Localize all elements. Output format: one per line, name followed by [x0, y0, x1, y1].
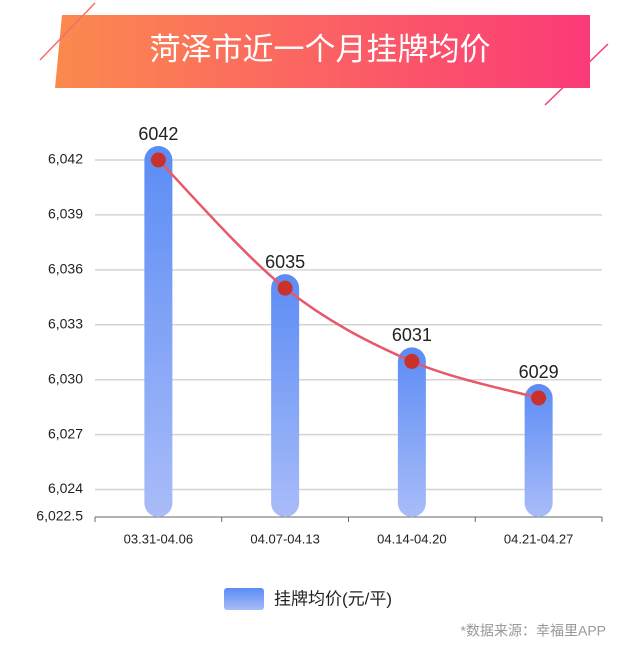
bar	[144, 146, 173, 517]
y-tick-label: 6,039	[48, 206, 83, 222]
decor-line	[39, 2, 96, 61]
point	[150, 152, 166, 168]
chart-title: 菏泽市近一个月挂牌均价	[150, 32, 491, 67]
y-tick-label: 6,022.5	[36, 508, 83, 524]
data-label: 6029	[519, 362, 559, 382]
x-tick-label: 04.14-04.20	[377, 531, 446, 546]
y-tick-label: 6,024	[48, 480, 83, 496]
source-note: *数据来源：幸福里APP	[461, 623, 606, 639]
y-tick-label: 6,042	[48, 151, 83, 167]
bar	[271, 274, 300, 517]
point	[404, 353, 420, 369]
x-tick-label: 04.07-04.13	[250, 531, 319, 546]
decor-line	[544, 43, 609, 106]
data-label: 6035	[265, 252, 305, 272]
data-label: 6031	[392, 325, 432, 345]
plot: 6,022.5 6,024 6,027 6,030 6,033 6,036 6,039 6,0…	[36, 124, 603, 546]
bar	[524, 384, 553, 517]
trend-line	[157, 159, 539, 400]
y-tick-label: 6,036	[48, 261, 83, 277]
x-tick-label: 04.21-04.27	[504, 531, 573, 546]
data-label: 6042	[138, 124, 178, 144]
y-tick-label: 6,027	[48, 425, 83, 441]
legend-swatch	[224, 588, 264, 610]
y-tick-label: 6,033	[48, 315, 83, 331]
title-banner	[55, 15, 590, 88]
y-tick-label: 6,030	[48, 370, 83, 386]
legend-label: 挂牌均价(元/平)	[274, 589, 392, 608]
x-tick-label: 03.31-04.06	[124, 531, 193, 546]
point	[277, 280, 293, 296]
point	[531, 390, 547, 406]
bar	[397, 347, 426, 517]
